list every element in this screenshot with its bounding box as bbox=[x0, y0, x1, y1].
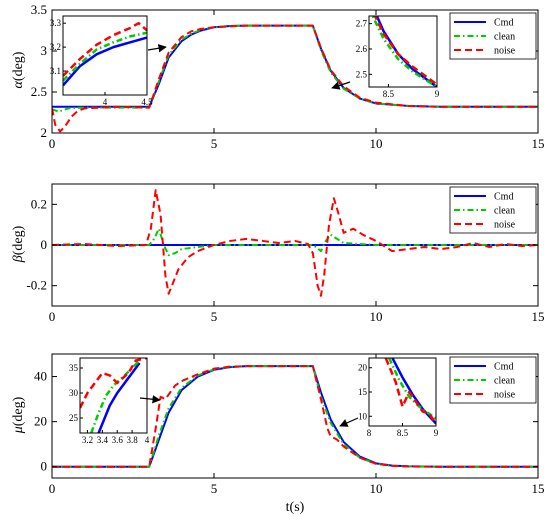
legend: Cmd clean noise bbox=[449, 186, 537, 234]
inset-x-tick-label: 8.5 bbox=[397, 428, 409, 438]
inset-y-tick-label: 3.2 bbox=[50, 42, 61, 52]
series-line-noise-inset bbox=[80, 358, 147, 409]
y-tick-label: 2.5 bbox=[31, 84, 47, 99]
inset-y-tick-label: 2.5 bbox=[356, 69, 368, 79]
x-tick-label: 10 bbox=[370, 136, 383, 151]
y-axis-label-mu: μ(deg) bbox=[11, 396, 26, 434]
inset-plot: 3.2 3.4 3.6 3.8 4 25 30 35 bbox=[69, 357, 150, 445]
inset-y-tick-label: 10 bbox=[358, 411, 368, 421]
x-axis-label: t(s) bbox=[286, 500, 305, 515]
inset-background bbox=[63, 16, 147, 95]
x-tick-label: 10 bbox=[370, 481, 383, 496]
inset-y-tick-label: 2.6 bbox=[356, 44, 368, 54]
inset-background bbox=[369, 358, 436, 426]
zoom-arrow bbox=[331, 81, 351, 90]
inset-y-tick-label: 3.3 bbox=[50, 18, 62, 28]
series-line-clean-inset bbox=[371, 16, 437, 87]
legend-label-noise: noise bbox=[494, 220, 516, 231]
legend: Cmd clean noise bbox=[449, 12, 537, 60]
inset-x-tick-label: 4 bbox=[145, 435, 150, 445]
legend-label-cmd: Cmd bbox=[494, 192, 513, 203]
inset-x-tick-label: 8 bbox=[367, 428, 372, 438]
x-tick-label: 0 bbox=[49, 309, 56, 324]
legend-label-clean: clean bbox=[494, 206, 515, 217]
x-tick-label: 15 bbox=[532, 309, 545, 324]
y-tick-label: 0 bbox=[41, 237, 48, 252]
legend-label-cmd: Cmd bbox=[494, 362, 513, 373]
inset-plot: 8 8.5 9 10 15 20 bbox=[358, 357, 439, 438]
legend-box bbox=[449, 186, 537, 234]
series-line-clean bbox=[52, 227, 538, 257]
axis-frame bbox=[51, 9, 539, 134]
legend-label-noise: noise bbox=[494, 390, 516, 401]
y-tick-label: 20 bbox=[34, 414, 47, 429]
inset-plot: 8.5 9 2.5 2.6 2.7 bbox=[356, 15, 440, 99]
axis-frame bbox=[51, 353, 539, 479]
zoom-arrow bbox=[339, 417, 359, 427]
series-line-noise-inset bbox=[373, 16, 437, 86]
inset-x-tick-label: 9 bbox=[434, 428, 439, 438]
plot-mu: μ(deg) 0 5 10 15 0 20 40 3.2 3.4 3.6 3.8 4 25 30 35 8 8.… bbox=[11, 353, 545, 496]
inset-y-tick-label: 30 bbox=[69, 388, 79, 398]
inset-x-tick-label: 3.4 bbox=[97, 435, 109, 445]
series-line-clean bbox=[52, 365, 538, 468]
y-tick-label: 2 bbox=[41, 125, 48, 140]
series-line-noise bbox=[52, 24, 538, 133]
inset-background bbox=[80, 358, 147, 433]
inset-y-tick-label: 35 bbox=[69, 363, 79, 373]
inset-plot: 4 4.5 3.1 3.2 3.3 bbox=[50, 15, 153, 107]
plot-beta: β(deg) 0 5 10 15 -0.2 0 0.2 Cmd clean noise bbox=[11, 183, 545, 324]
inset-y-tick-label: 20 bbox=[358, 363, 368, 373]
y-axis-label-alpha: α(deg) bbox=[11, 51, 26, 88]
zoom-arrow bbox=[147, 44, 167, 53]
inset-x-tick-label: 4.5 bbox=[141, 97, 153, 107]
y-tick-label: -0.2 bbox=[26, 278, 47, 293]
inset-y-tick-label: 2.7 bbox=[356, 19, 368, 29]
inset-x-tick-label: 3.8 bbox=[126, 435, 138, 445]
inset-x-tick-label: 3.2 bbox=[82, 435, 93, 445]
y-tick-label: 40 bbox=[34, 369, 47, 384]
series-line-cmd-inset bbox=[97, 362, 141, 433]
series-line-cmd-inset bbox=[63, 36, 147, 87]
inset-x-tick-label: 9 bbox=[435, 89, 440, 99]
inset-y-tick-label: 15 bbox=[358, 387, 368, 397]
x-tick-label: 10 bbox=[370, 309, 383, 324]
legend-label-cmd: Cmd bbox=[494, 18, 513, 29]
series-line-noise-inset bbox=[63, 21, 147, 77]
inset-x-tick-label: 3.6 bbox=[112, 435, 124, 445]
y-tick-label: 0 bbox=[41, 459, 48, 474]
x-tick-label: 5 bbox=[211, 309, 218, 324]
legend-label-clean: clean bbox=[494, 376, 515, 387]
inset-frame bbox=[368, 15, 438, 88]
x-tick-label: 5 bbox=[211, 136, 218, 151]
zoom-arrow bbox=[139, 395, 161, 404]
legend-label-clean: clean bbox=[494, 32, 515, 43]
x-tick-label: 0 bbox=[49, 136, 56, 151]
legend: Cmd clean noise bbox=[449, 356, 537, 404]
series-line-clean-inset bbox=[63, 31, 147, 82]
y-axis-label-beta: β(deg) bbox=[11, 225, 26, 263]
inset-frame bbox=[79, 357, 148, 434]
inset-x-tick-label: 4 bbox=[103, 97, 108, 107]
legend-box bbox=[449, 12, 537, 60]
x-tick-label: 15 bbox=[532, 481, 545, 496]
y-tick-label: 0.2 bbox=[31, 196, 47, 211]
y-tick-label: 3.5 bbox=[31, 2, 47, 17]
series-line-noise bbox=[52, 189, 538, 297]
series-line-cmd-inset bbox=[391, 358, 436, 425]
plot-alpha: α(deg) 0 5 10 15 2 2.5 3 3.5 4 4.5 3.1 3.2 3.3 8.5 9 2.… bbox=[11, 2, 545, 151]
inset-y-tick-label: 25 bbox=[69, 413, 79, 423]
legend-box bbox=[449, 356, 537, 404]
inset-y-tick-label: 3.1 bbox=[50, 66, 61, 76]
x-tick-label: 15 bbox=[532, 136, 545, 151]
x-tick-label: 5 bbox=[211, 481, 218, 496]
y-tick-label: 3 bbox=[41, 43, 48, 58]
x-tick-label: 0 bbox=[49, 481, 56, 496]
inset-x-tick-label: 8.5 bbox=[383, 89, 395, 99]
legend-label-noise: noise bbox=[494, 46, 516, 57]
series-line-noise bbox=[52, 365, 538, 468]
